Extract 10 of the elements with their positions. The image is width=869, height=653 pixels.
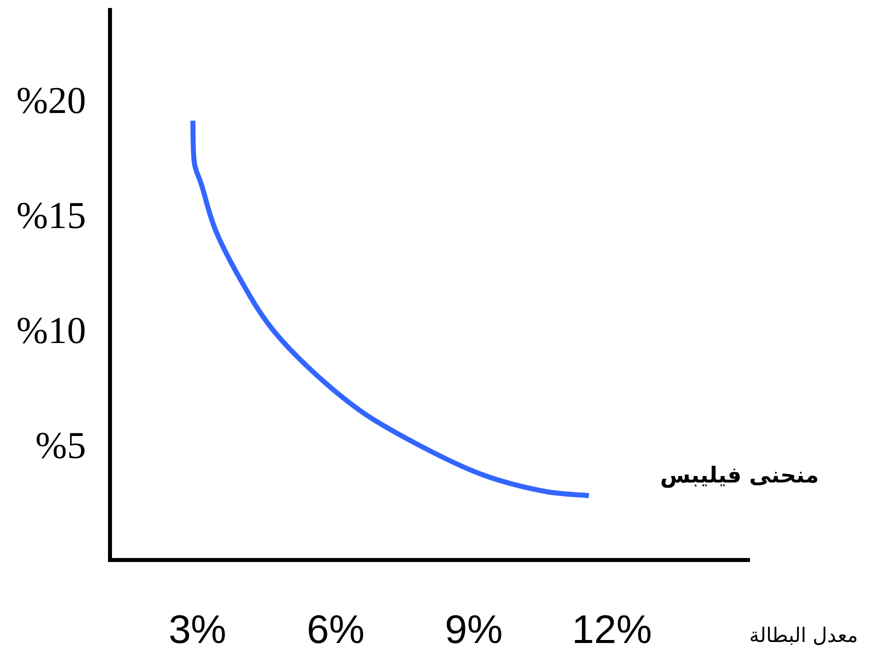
y-tick-label: %15 [16, 195, 86, 237]
y-tick-label: %5 [35, 425, 86, 467]
x-tick-label: 3% [168, 608, 226, 652]
text: منحنى فيليبس [660, 464, 819, 489]
x-tick-label: 12% [572, 608, 652, 652]
x-tick-label: 6% [306, 608, 365, 652]
y-tick-label: %10 [16, 310, 86, 352]
y-tick-label: %20 [16, 80, 86, 122]
x-axis-title: معدل البطالة [749, 623, 858, 647]
x-tick-label: 9% [444, 608, 503, 652]
